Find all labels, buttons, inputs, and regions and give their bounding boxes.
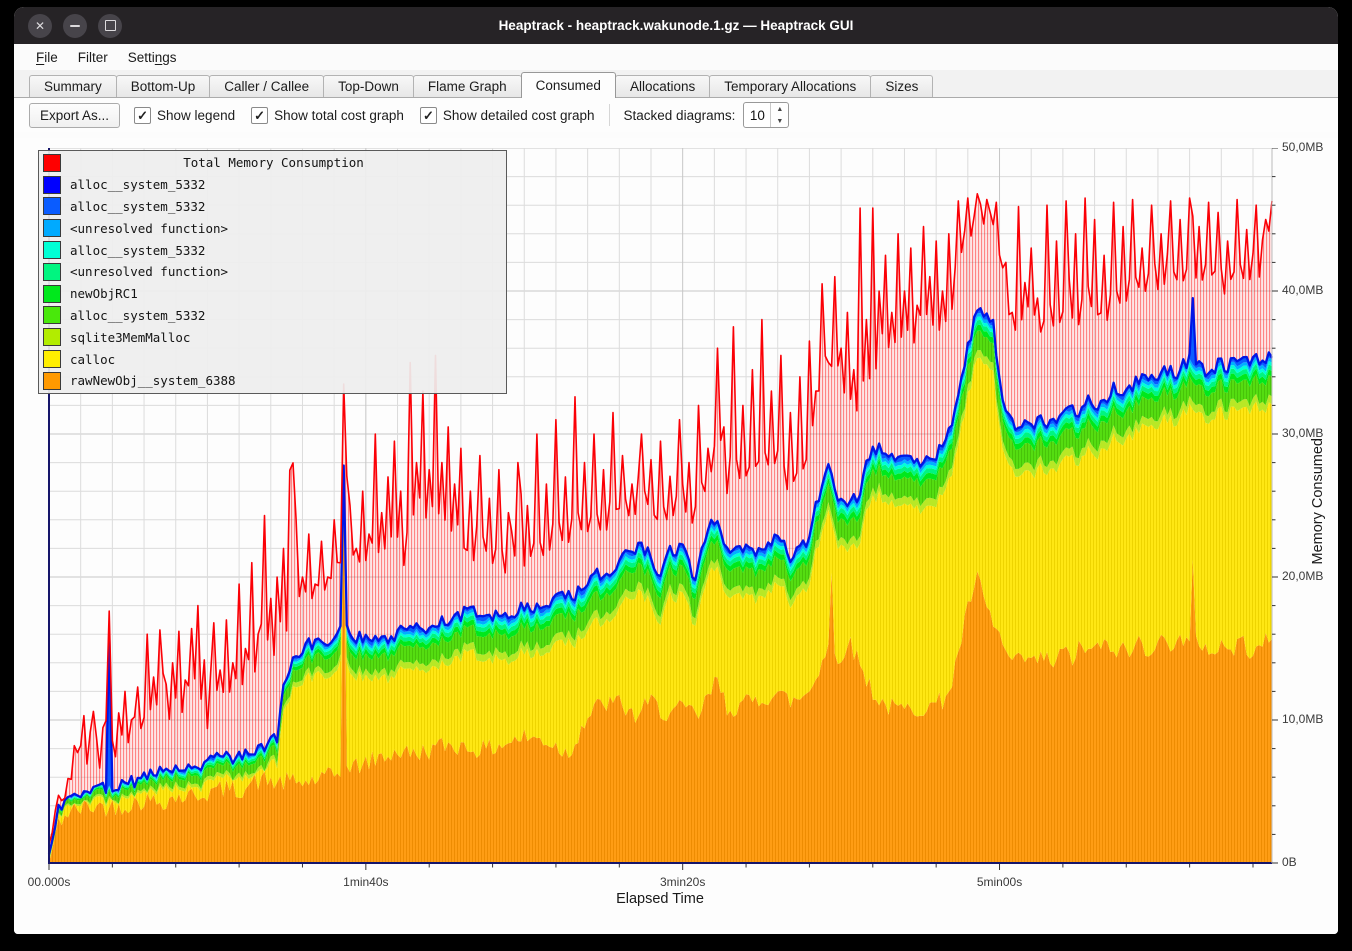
legend-label: alloc__system_5332 xyxy=(70,198,206,214)
titlebar: ✕ Heaptrack - heaptrack.wakunode.1.gz — … xyxy=(14,7,1338,44)
tab-allocations[interactable]: Allocations xyxy=(614,75,711,97)
checkbox-label: Show detailed cost graph xyxy=(442,107,595,123)
legend-label: <unresolved function> xyxy=(70,264,229,280)
window-title: Heaptrack - heaptrack.wakunode.1.gz — He… xyxy=(498,18,854,33)
x-tick-label: 1min40s xyxy=(343,875,389,889)
legend-swatch xyxy=(43,175,61,194)
legend-label: newObjRC1 xyxy=(70,286,138,302)
window-controls: ✕ xyxy=(28,7,122,44)
legend-swatch xyxy=(43,219,61,238)
checkbox-show-total-cost-graph[interactable]: ✓ Show total cost graph xyxy=(251,106,404,124)
checkbox-show-legend[interactable]: ✓ Show legend xyxy=(134,106,236,124)
chart-plot[interactable] xyxy=(35,148,1284,875)
checkbox-label: Show legend xyxy=(157,107,236,123)
y-axis-title: Memory Consumed xyxy=(1310,438,1326,565)
menu-filter[interactable]: Filter xyxy=(77,49,108,65)
y-tick-label: 30,0MB xyxy=(1282,426,1324,440)
app-window: ✕ Heaptrack - heaptrack.wakunode.1.gz — … xyxy=(14,7,1338,934)
x-tick-label: 5min00s xyxy=(976,875,1023,889)
x-tick-label: 3min20s xyxy=(659,875,706,889)
legend-item: alloc__system_5332 xyxy=(39,174,506,196)
tab-summary[interactable]: Summary xyxy=(29,75,117,97)
menu-file[interactable]: File xyxy=(36,49,58,65)
menu-settings[interactable]: Settings xyxy=(127,49,177,65)
x-axis-title: Elapsed Time xyxy=(616,891,704,907)
checkbox-box[interactable]: ✓ xyxy=(251,106,269,124)
tabbar: Summary Bottom-Up Caller / Callee Top-Down F… xyxy=(14,70,1338,98)
legend-item: alloc__system_5332 xyxy=(39,305,506,327)
y-tick-label: 50,0MB xyxy=(1282,140,1324,154)
checkbox-box[interactable]: ✓ xyxy=(419,106,437,124)
legend-swatch xyxy=(43,197,61,216)
stepper-down-icon[interactable]: ▼ xyxy=(776,117,784,125)
legend-label: alloc__system_5332 xyxy=(70,242,206,258)
y-tick-label: 10,0MB xyxy=(1282,712,1324,726)
x-tick-label: 00.000s xyxy=(27,875,71,889)
close-button[interactable]: ✕ xyxy=(28,13,52,38)
tab-bottom-up[interactable]: Bottom-Up xyxy=(115,75,211,97)
legend-swatch xyxy=(43,371,61,390)
legend-swatch xyxy=(43,328,61,347)
tab-flame-graph[interactable]: Flame Graph xyxy=(412,75,522,97)
y-tick-label: 40,0MB xyxy=(1282,283,1324,297)
chart-legend: Total Memory Consumption alloc__system_53… xyxy=(38,150,507,394)
stacked-diagrams-stepper[interactable]: 10 ▲ ▼ xyxy=(743,102,790,128)
legend-swatch xyxy=(43,153,61,172)
y-tick-label: 20,0MB xyxy=(1282,569,1324,583)
minimize-button[interactable] xyxy=(63,13,87,38)
checkbox-label: Show total cost graph xyxy=(274,107,404,123)
legend-label: rawNewObj__system_6388 xyxy=(70,373,236,389)
maximize-icon xyxy=(104,20,116,31)
legend-item: alloc__system_5332 xyxy=(39,196,506,218)
toolbar-separator xyxy=(608,104,610,126)
legend-title-row: Total Memory Consumption xyxy=(39,152,506,174)
legend-item: <unresolved function> xyxy=(39,261,506,283)
stepper-up-icon[interactable]: ▲ xyxy=(776,105,784,113)
tab-top-down[interactable]: Top-Down xyxy=(323,75,414,97)
legend-label: calloc xyxy=(70,351,116,367)
legend-item: rawNewObj__system_6388 xyxy=(39,370,506,392)
memory-chart: Total Memory Consumption alloc__system_53… xyxy=(14,138,1338,934)
stacked-diagrams-label: Stacked diagrams: xyxy=(623,107,736,123)
legend-item: sqlite3MemMalloc xyxy=(39,326,506,348)
toolbar: Export As... ✓ Show legend ✓ Show total cos… xyxy=(14,98,1338,132)
legend-swatch xyxy=(43,306,61,325)
maximize-button[interactable] xyxy=(98,13,122,38)
stacked-diagrams-value[interactable]: 10 xyxy=(749,107,765,123)
legend-item: alloc__system_5332 xyxy=(39,239,506,261)
checkbox-box[interactable]: ✓ xyxy=(134,106,152,124)
tab-consumed[interactable]: Consumed xyxy=(520,72,616,98)
legend-label: alloc__system_5332 xyxy=(70,177,206,193)
checkbox-show-detailed-cost-graph[interactable]: ✓ Show detailed cost graph xyxy=(419,106,595,124)
legend-swatch xyxy=(43,262,61,281)
tab-temporary-allocations[interactable]: Temporary Allocations xyxy=(709,75,872,97)
tab-caller-callee[interactable]: Caller / Callee xyxy=(209,75,325,97)
legend-label: <unresolved function> xyxy=(70,220,229,236)
export-as-button[interactable]: Export As... xyxy=(29,102,121,128)
legend-item: <unresolved function> xyxy=(39,217,506,239)
stepper-arrows: ▲ ▼ xyxy=(770,103,788,127)
menubar: File Filter Settings xyxy=(14,44,1338,70)
tab-sizes[interactable]: Sizes xyxy=(870,75,934,97)
legend-swatch xyxy=(43,241,61,260)
legend-label: sqlite3MemMalloc xyxy=(70,329,191,345)
legend-item: calloc xyxy=(39,348,506,370)
legend-label: Total Memory Consumption xyxy=(183,155,364,171)
legend-label: alloc__system_5332 xyxy=(70,307,206,323)
y-tick-label: 0B xyxy=(1282,855,1297,869)
legend-swatch xyxy=(43,350,61,369)
legend-swatch xyxy=(43,284,61,303)
legend-item: newObjRC1 xyxy=(39,283,506,305)
minimize-icon xyxy=(70,24,80,27)
